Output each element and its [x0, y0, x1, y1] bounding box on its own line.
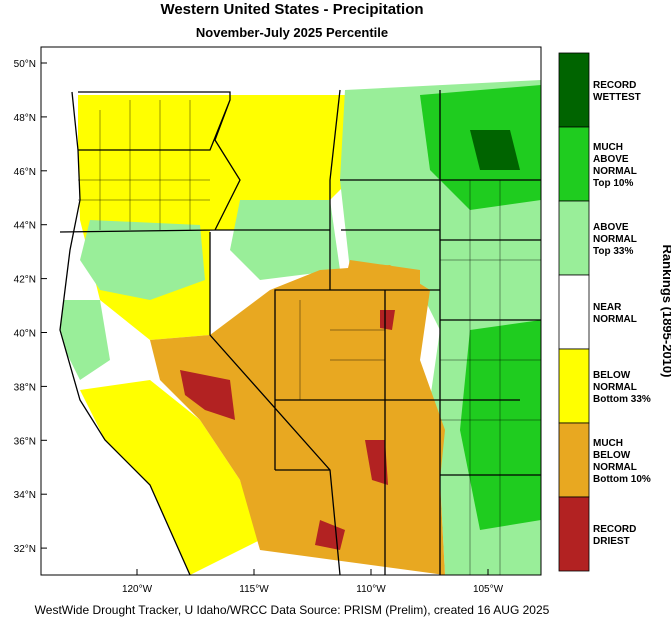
- legend-swatch: [558, 348, 590, 424]
- legend-label: NORMAL: [593, 462, 637, 473]
- legend-label: NORMAL: [593, 166, 637, 177]
- lat-label: 48°N: [14, 113, 36, 124]
- legend-label: ABOVE: [593, 222, 629, 233]
- legend-label: Bottom 33%: [593, 394, 651, 405]
- lat-label: 32°N: [14, 544, 36, 555]
- title: Western United States - Precipitation: [160, 1, 423, 18]
- legend-label: DRIEST: [593, 536, 630, 547]
- lat-label: 34°N: [14, 490, 36, 501]
- map: [41, 47, 541, 575]
- lon-label: 115°W: [239, 584, 269, 595]
- legend-swatch: [558, 200, 590, 276]
- legend-label: NORMAL: [593, 234, 637, 245]
- footer: WestWide Drought Tracker, U Idaho/WRCC D…: [35, 603, 550, 617]
- legend-label: RECORD: [593, 80, 636, 91]
- map-axes: 50°N 48°N 46°N 44°N 42°N 40°N 38°N 36°N 34°N 32°N…: [14, 59, 504, 595]
- map-frame: [40, 46, 542, 576]
- lat-label: 44°N: [14, 221, 36, 232]
- legend-label: NEAR: [593, 302, 622, 313]
- lat-label: 42°N: [14, 275, 36, 286]
- lat-label: 46°N: [14, 167, 36, 178]
- lon-label: 120°W: [122, 584, 153, 595]
- legend-swatch: [558, 422, 590, 498]
- lon-label: 110°W: [356, 584, 386, 595]
- lat-label: 38°N: [14, 382, 36, 393]
- lat-label: 40°N: [14, 329, 36, 340]
- legend-label: MUCH: [593, 438, 623, 449]
- legend-swatch: [558, 274, 590, 350]
- legend-label: BELOW: [593, 450, 631, 461]
- legend-swatch: [558, 126, 590, 202]
- legend-label: WETTEST: [593, 92, 641, 103]
- legend-title: Rankings (1895-2010): [660, 245, 671, 378]
- subtitle: November-July 2025 Percentile: [196, 25, 388, 40]
- legend-label: Top 33%: [593, 246, 633, 257]
- legend-label: Bottom 10%: [593, 474, 651, 485]
- legend-label: MUCH: [593, 142, 623, 153]
- legend-swatch: [558, 496, 590, 572]
- legend-label: NORMAL: [593, 382, 637, 393]
- lat-label: 36°N: [14, 436, 36, 447]
- legend-label: Top 10%: [593, 178, 633, 189]
- lon-label: 105°W: [473, 584, 504, 595]
- legend-label: BELOW: [593, 370, 631, 381]
- lat-label: 50°N: [14, 59, 36, 70]
- legend-label: RECORD: [593, 524, 636, 535]
- legend-swatch: [558, 52, 590, 128]
- legend-label: NORMAL: [593, 314, 637, 325]
- legend-label: ABOVE: [593, 154, 629, 165]
